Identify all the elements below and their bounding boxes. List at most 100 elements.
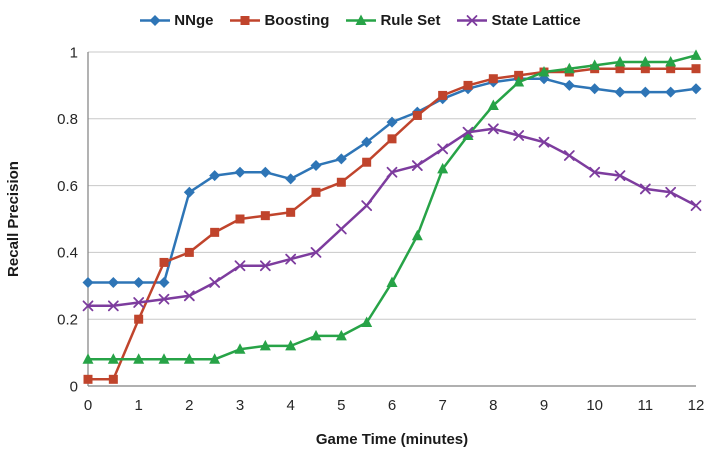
x-tick-label: 12	[688, 397, 705, 414]
triangle-marker	[487, 99, 499, 110]
diamond-marker	[158, 276, 170, 288]
legend-item-nnge: NNge	[139, 12, 213, 29]
x-marker	[487, 123, 499, 135]
triangle-marker	[386, 276, 398, 287]
x-marker	[665, 186, 677, 198]
legend-item-rule-set: Rule Set	[345, 12, 440, 29]
x-marker	[335, 223, 347, 235]
diamond-marker	[589, 83, 601, 95]
triangle-marker	[538, 65, 550, 77]
y-axis-title: Recall Precision	[5, 161, 22, 277]
square-marker	[108, 374, 118, 384]
legend-item-boosting: Boosting	[229, 12, 329, 29]
triangle-marker	[355, 14, 367, 26]
triangle-marker	[234, 343, 246, 354]
diamond-marker	[107, 276, 119, 288]
diamond-icon	[140, 15, 171, 27]
x-tick-label: 1	[134, 397, 142, 414]
diamond-marker	[82, 276, 94, 288]
x-marker	[538, 136, 550, 148]
triangle-marker	[614, 55, 626, 67]
square-marker	[666, 64, 676, 74]
x-marker	[411, 160, 423, 171]
triangle-marker	[310, 329, 322, 341]
square-marker	[362, 157, 372, 167]
triangle-marker	[209, 353, 221, 364]
triangle-marker	[437, 162, 449, 174]
triangle-marker	[107, 353, 119, 364]
x-marker	[467, 15, 478, 27]
legend-label: Rule Set	[380, 12, 441, 30]
x-axis-title: Game Time (minutes)	[316, 431, 468, 448]
x-tick-label: 0	[84, 397, 92, 414]
diamond-marker	[234, 166, 246, 178]
x-marker	[589, 166, 601, 178]
y-tick-label: 0.4	[57, 245, 78, 262]
square-icon	[230, 16, 261, 26]
diamond-marker	[614, 86, 626, 98]
triangle-marker	[183, 353, 195, 364]
legend-label: NNge	[174, 12, 214, 30]
square-marker	[210, 227, 220, 237]
y-tick-label: 0	[70, 378, 78, 395]
square-marker	[387, 134, 397, 144]
diamond-marker	[259, 166, 271, 178]
triangle-marker	[133, 353, 145, 364]
series-line-rule-set	[88, 53, 697, 361]
diamond-marker	[149, 15, 161, 27]
x-marker	[82, 300, 94, 312]
triangle-marker	[690, 49, 702, 60]
y-tick-label: 0.2	[57, 311, 78, 328]
x-marker	[513, 129, 525, 141]
triangle-marker	[82, 353, 94, 364]
square-marker	[83, 374, 93, 384]
x-tick-label: 8	[489, 397, 497, 414]
x-tick-label: 3	[236, 397, 244, 414]
diamond-marker	[563, 79, 575, 91]
square-marker	[134, 314, 144, 324]
triangle-marker	[259, 339, 271, 351]
diamond-marker	[133, 276, 145, 288]
triangle-marker	[589, 59, 601, 70]
square-marker	[412, 110, 422, 120]
square-marker	[159, 257, 169, 267]
x-marker	[209, 276, 221, 288]
x-marker	[361, 200, 373, 211]
triangle-marker	[513, 75, 525, 87]
x-marker	[310, 246, 322, 258]
x-marker	[285, 253, 297, 265]
diamond-marker	[665, 86, 677, 98]
diamond-marker	[285, 173, 297, 185]
diamond-marker	[690, 83, 702, 95]
x-marker	[462, 126, 474, 138]
y-tick-label: 0.8	[57, 111, 78, 128]
square-marker	[240, 16, 250, 26]
diamond-marker	[310, 159, 322, 171]
triangle-marker	[285, 339, 297, 351]
triangle-marker	[563, 62, 575, 74]
x-marker	[690, 200, 702, 211]
diamond-marker	[335, 153, 347, 165]
x-tick-label: 6	[388, 397, 396, 414]
square-marker	[640, 64, 650, 74]
x-icon	[457, 15, 488, 27]
x-marker	[234, 260, 246, 272]
diamond-marker	[209, 169, 221, 181]
x-marker	[614, 170, 626, 181]
x-tick-label: 11	[638, 397, 654, 414]
diamond-marker	[639, 86, 651, 98]
square-marker	[615, 64, 625, 74]
y-tick-label: 0.6	[57, 178, 78, 195]
triangle-marker	[462, 129, 474, 140]
chart-legend: NNge Boosting Rule Set State Lattice	[0, 0, 720, 38]
legend-label: Boosting	[264, 12, 330, 30]
x-tick-label: 2	[185, 397, 193, 414]
square-marker	[691, 64, 701, 74]
x-tick-label: 9	[540, 397, 548, 414]
square-marker	[235, 214, 245, 224]
square-marker	[336, 177, 346, 187]
square-marker	[311, 187, 321, 197]
diamond-marker	[183, 186, 195, 198]
x-tick-label: 10	[586, 397, 603, 414]
x-tick-label: 7	[438, 397, 446, 414]
